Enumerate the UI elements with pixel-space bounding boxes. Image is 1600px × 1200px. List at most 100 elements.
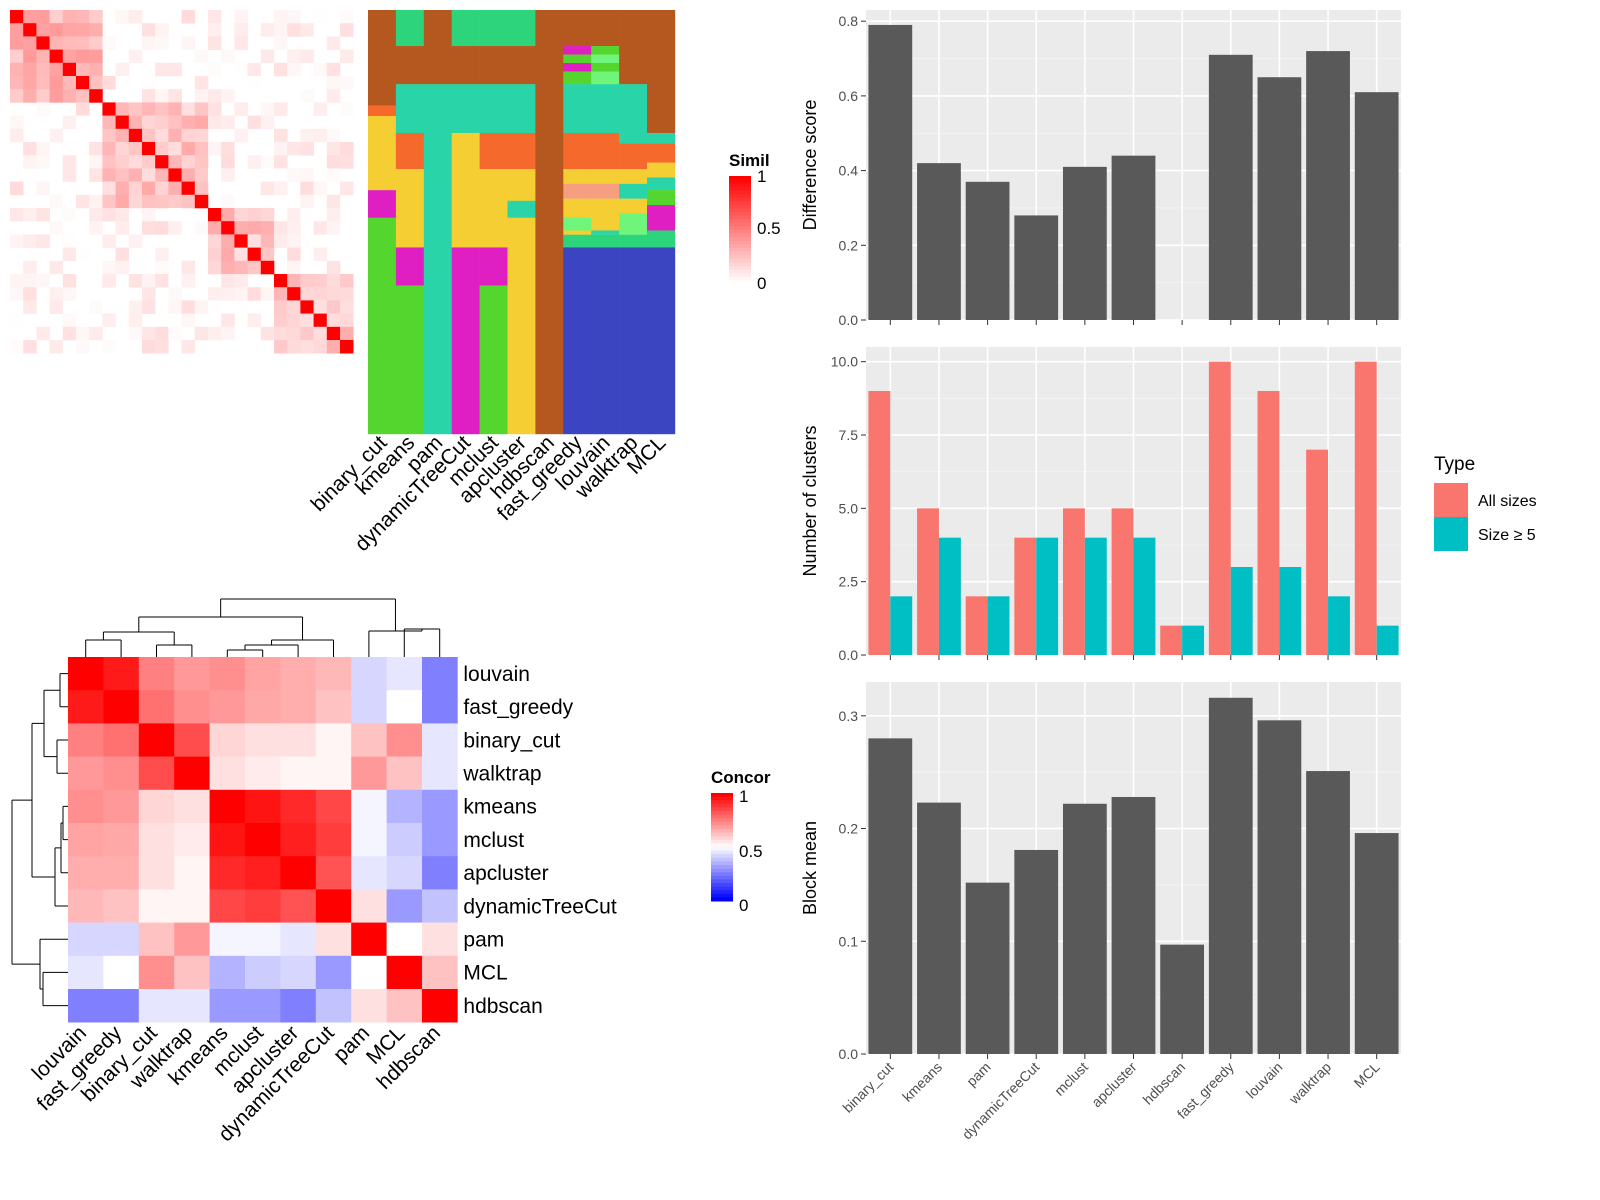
concordance-cell: [386, 789, 423, 824]
similarity-cell: [247, 62, 262, 77]
similarity-cell: [181, 142, 196, 156]
similarity-cell: [76, 247, 90, 262]
similarity-legend-gradient: [729, 176, 751, 181]
partition-block-apcluster: [507, 132, 536, 170]
similarity-cell: [181, 313, 196, 328]
similarity-cell: [102, 102, 116, 116]
x-tick-label: walktrap: [1285, 1059, 1334, 1108]
similarity-cell: [287, 247, 301, 262]
similarity-cell: [274, 36, 288, 50]
y-tick-label: 0.6: [839, 88, 859, 104]
similarity-cell: [260, 49, 275, 64]
x-tick-label: mclust: [1051, 1059, 1091, 1099]
partition-block-apcluster: [507, 169, 536, 201]
concordance-row-label: louvain: [463, 663, 530, 686]
bar-hdbscan-all-sizes: [1160, 625, 1183, 655]
similarity-legend-gradient: [729, 208, 751, 213]
similarity-cell: [274, 128, 288, 143]
similarity-cell: [128, 168, 143, 182]
partition-block-louvain: [591, 198, 620, 231]
similarity-cell: [287, 274, 301, 288]
similarity-cell: [155, 23, 169, 37]
concordance-cell: [422, 756, 458, 791]
similarity-cell: [247, 208, 262, 222]
similarity-legend-gradient: [729, 197, 751, 202]
similarity-cell: [36, 274, 50, 288]
similarity-cell: [221, 142, 235, 156]
concordance-cell: [68, 789, 104, 824]
concordance-cell: [280, 690, 317, 724]
concordance-cell: [280, 955, 317, 990]
concordance-cell: [138, 789, 175, 824]
partition-block-fast_greedy: [563, 63, 592, 72]
similarity-cell: [10, 10, 24, 24]
partition-block-kmeans: [395, 84, 425, 134]
similarity-cell: [326, 326, 341, 341]
similarity-cell: [300, 340, 314, 354]
concordance-legend-gradient: [711, 825, 733, 830]
similarity-cell: [128, 49, 143, 64]
similarity-cell: [287, 49, 301, 64]
similarity-cell: [23, 10, 37, 24]
y-tick-label: 0.2: [839, 237, 859, 253]
similarity-cell: [115, 102, 130, 116]
similarity-cell: [36, 36, 50, 50]
similarity-cell: [115, 115, 130, 130]
similarity-legend-tick: 0.5: [757, 219, 781, 238]
similarity-cell: [49, 76, 64, 90]
concordance-cell: [68, 856, 104, 890]
similarity-cell: [76, 340, 90, 354]
concordance-cell: [138, 657, 175, 691]
similarity-cell: [36, 10, 50, 24]
concordance-row-label: apcluster: [463, 862, 548, 885]
similarity-cell: [89, 168, 103, 182]
similarity-cell: [181, 181, 196, 196]
similarity-cell: [89, 221, 103, 235]
concordance-row-label: MCL: [463, 962, 507, 985]
similarity-cell: [36, 23, 50, 37]
bar-binary_cut: [868, 738, 913, 1054]
partition-block-MCL: [647, 205, 676, 231]
column-dendrogram: [85, 639, 122, 657]
concordance-cell: [280, 823, 317, 857]
concordance-cell: [422, 856, 458, 890]
concordance-cell: [315, 823, 352, 857]
concordance-legend-gradient: [711, 872, 733, 877]
similarity-cell: [10, 274, 24, 288]
bar-apcluster-all-sizes: [1111, 508, 1134, 655]
partition-block-MCL: [647, 190, 676, 206]
concordance-legend-gradient: [711, 875, 733, 880]
similarity-cell: [194, 234, 209, 248]
partition-block-louvain: [591, 10, 620, 47]
similarity-cell: [208, 36, 222, 50]
similarity-cell: [23, 62, 37, 77]
similarity-cell: [340, 142, 354, 156]
concordance-row-label: fast_greedy: [463, 696, 573, 719]
partition-block-mclust: [479, 10, 508, 47]
partition-block-apcluster: [507, 10, 536, 47]
concordance-legend-gradient: [711, 811, 733, 816]
similarity-cell: [49, 36, 64, 50]
partition-block-kmeans: [395, 247, 425, 286]
similarity-cell: [340, 326, 354, 341]
similarity-cell: [142, 76, 156, 90]
similarity-cell: [326, 300, 341, 314]
similarity-cell: [115, 260, 130, 275]
column-dendrogram: [403, 628, 441, 657]
concordance-cell: [351, 756, 387, 791]
concordance-row-label: walktrap: [462, 763, 541, 786]
concordance-cell: [386, 922, 423, 957]
bar-binary_cut-size-ge-5: [890, 596, 913, 655]
concordance-cell: [422, 889, 458, 923]
partition-block-walktrap: [619, 234, 648, 248]
similarity-legend-gradient: [729, 280, 751, 285]
similarity-cell: [168, 274, 182, 288]
partition-block-fast_greedy: [563, 10, 592, 47]
concordance-cell: [68, 756, 104, 791]
partition-block-MCL: [647, 162, 676, 178]
similarity-cell: [326, 76, 341, 90]
bar-pam: [965, 181, 1010, 320]
partition-block-walktrap: [619, 143, 648, 170]
concordance-cell: [280, 989, 317, 1023]
partition-block-fast_greedy: [563, 183, 592, 199]
